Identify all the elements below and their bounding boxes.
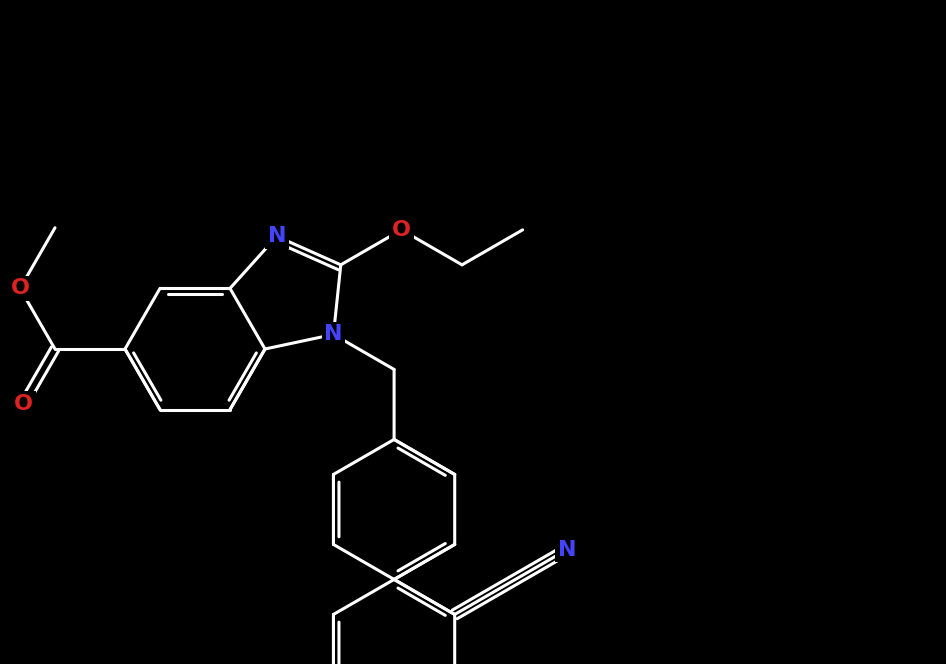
Text: O: O [14,394,33,414]
Text: O: O [392,220,411,240]
Text: N: N [268,226,286,246]
Text: O: O [10,278,29,298]
Text: N: N [557,540,576,560]
Text: N: N [324,325,342,345]
